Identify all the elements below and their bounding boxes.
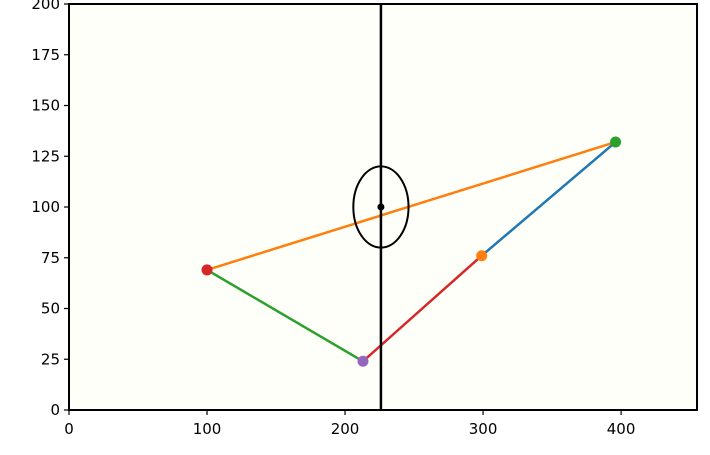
ellipse	[352, 165, 410, 249]
data-point-1	[476, 250, 488, 262]
y-tick-label: 0	[50, 401, 60, 419]
y-tick-label: 50	[41, 300, 60, 318]
y-tick-label: 100	[31, 198, 60, 216]
series-line-3	[362, 254, 483, 363]
center-point	[377, 203, 385, 211]
y-tick-label: 200	[31, 0, 60, 13]
series-line-2	[206, 268, 364, 363]
series-line-1	[206, 140, 616, 272]
y-axis-ticks: 0 25 50 75 100 125 150 175 200	[31, 0, 69, 419]
y-tick-label: 150	[31, 97, 60, 115]
series-lines	[206, 140, 617, 363]
x-axis-ticks: 0 100 200 300 400	[64, 410, 635, 438]
series-line-0	[480, 141, 617, 257]
x-tick-label: 300	[469, 420, 498, 438]
data-points	[201, 136, 622, 367]
y-tick-label: 175	[31, 46, 60, 64]
data-point-3	[357, 355, 369, 367]
x-tick-label: 200	[331, 420, 360, 438]
data-point-0	[610, 136, 622, 148]
x-tick-label: 400	[607, 420, 636, 438]
x-tick-label: 0	[64, 420, 74, 438]
y-tick-label: 125	[31, 147, 60, 165]
x-tick-label: 100	[193, 420, 222, 438]
y-tick-label: 25	[41, 350, 60, 368]
y-tick-label: 75	[41, 249, 60, 267]
data-point-2	[201, 264, 213, 276]
